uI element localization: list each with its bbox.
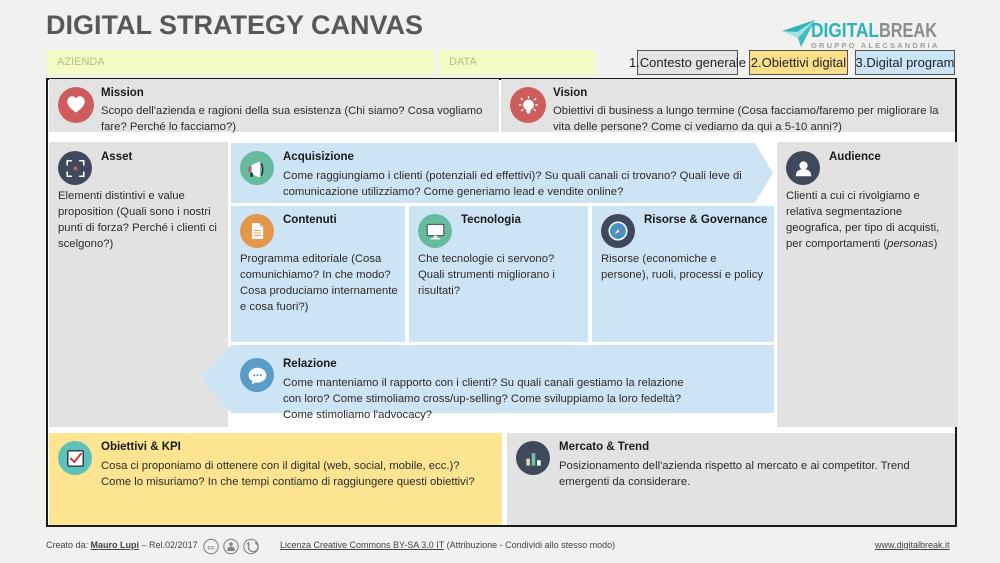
svg-text:DIGITAL: DIGITAL xyxy=(811,20,879,42)
svg-text:BREAK: BREAK xyxy=(879,20,937,42)
svg-text:GRUPPO ALECSANDRIA: GRUPPO ALECSANDRIA xyxy=(811,41,940,50)
svg-text:cc: cc xyxy=(207,545,215,552)
